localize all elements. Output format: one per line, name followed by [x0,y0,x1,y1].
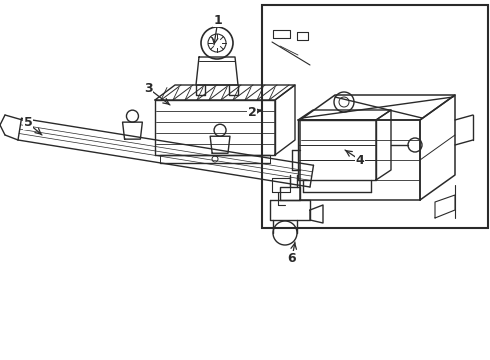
Text: 6: 6 [288,252,296,265]
Bar [262,5,488,228]
Text: 5: 5 [24,117,32,130]
Text: 4: 4 [356,153,365,166]
Text: 3: 3 [144,81,152,94]
Text: 1: 1 [214,13,222,27]
Text: 2: 2 [247,105,256,118]
